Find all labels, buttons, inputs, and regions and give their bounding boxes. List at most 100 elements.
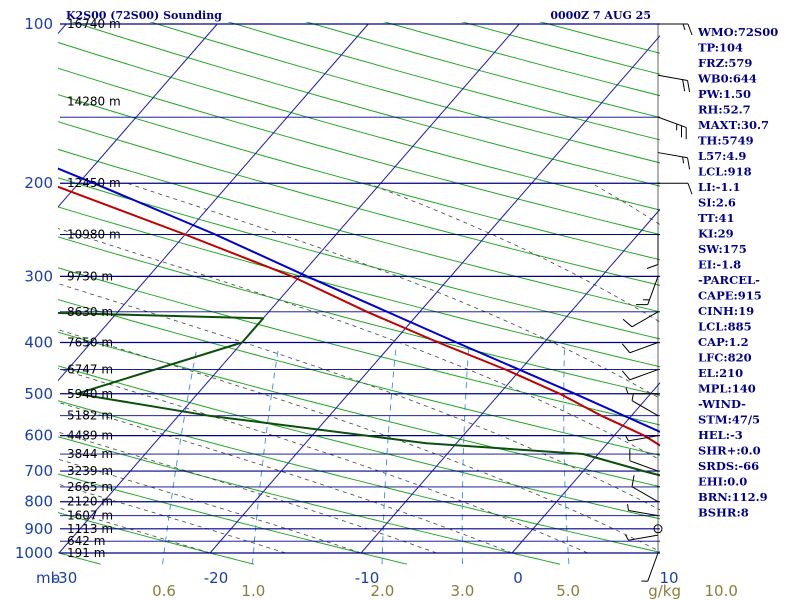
index-entry: -WIND-	[698, 397, 746, 411]
index-entry: LCL:918	[698, 165, 752, 179]
index-entry: PW:1.50	[698, 87, 751, 101]
calm-wind-circle	[653, 524, 663, 534]
background-grid	[58, 22, 660, 565]
sounding-traces	[58, 167, 660, 477]
dry-adiabat-line	[58, 512, 255, 565]
index-entry: CINH:19	[698, 304, 754, 318]
index-entry: BSHR:8	[698, 506, 749, 520]
height-label: 9730 m	[67, 269, 113, 283]
wind-barb-flag	[687, 183, 693, 195]
index-entry: SHR+:0.0	[698, 444, 761, 458]
height-label: 642 m	[67, 534, 105, 548]
index-entry: EL:210	[698, 366, 743, 380]
index-entry: HEL:-3	[698, 428, 743, 442]
wind-barb-half-flag	[625, 435, 629, 442]
index-entry: TP:104	[698, 41, 743, 55]
height-label: 16740 m	[67, 17, 121, 31]
index-entry: -PARCEL-	[698, 273, 760, 287]
index-entry: WB0:644	[697, 72, 757, 86]
pressure-tick-label: 200	[24, 174, 53, 192]
pressure-tick-label: 1000	[15, 544, 53, 562]
isotherm-line	[58, 23, 369, 382]
dry-adiabat-line	[58, 177, 660, 340]
mixing-ratio-label: 5.0	[556, 582, 580, 600]
height-label: 3239 m	[67, 464, 113, 478]
temperature-tick-label: 0	[513, 569, 523, 587]
index-entry: SW:175	[698, 242, 747, 256]
index-entry: BRN:112.9	[698, 490, 768, 504]
pressure-tick-label: 400	[24, 333, 53, 351]
wind-barb-flag	[687, 23, 693, 36]
mixing-ratio-line	[381, 348, 397, 565]
pressure-tick-label: 900	[24, 520, 53, 538]
wind-barb	[621, 342, 659, 354]
wind-barb-staff	[629, 460, 659, 472]
chart-title: K2S00 (72S00) Sounding	[66, 9, 222, 22]
wind-barb	[657, 116, 687, 140]
mixing-ratio-label: 0.6	[152, 582, 176, 600]
wind-barb	[636, 276, 659, 306]
wind-barb-staff	[631, 486, 659, 503]
mixing-ratio-label: 10.0	[704, 582, 737, 600]
wind-barb-flag	[621, 343, 631, 354]
isotherm-line	[511, 382, 660, 554]
wind-barb	[629, 449, 659, 472]
height-label: 4489 m	[67, 429, 113, 443]
temperature-tick-label: -10	[355, 569, 380, 587]
moist-adiabat-line	[58, 283, 660, 511]
isotherm-line	[360, 208, 660, 554]
mixing-ratio-line	[461, 348, 470, 565]
wind-barb-flag	[622, 318, 633, 328]
wind-barb-half-flag	[625, 534, 629, 541]
dewpoint-trace	[58, 311, 660, 477]
isotherm-line	[209, 34, 660, 554]
index-entry: LI:-1.1	[698, 180, 741, 194]
wind-barb-staff	[628, 509, 659, 517]
mixing-ratio-label: 1.0	[241, 582, 265, 600]
height-label: 6747 m	[67, 363, 113, 377]
isotherm-line	[58, 23, 520, 554]
index-entry: WMO:72S00	[697, 25, 778, 39]
mixing-ratio-line	[162, 348, 198, 565]
height-label: 7650 m	[67, 335, 113, 349]
wind-barb-half-flag	[627, 504, 629, 511]
dry-adiabat-line	[58, 148, 660, 313]
moist-adiabat-line	[58, 507, 211, 554]
temperature-tick-label: -20	[204, 569, 229, 587]
temperature-trace	[58, 185, 660, 447]
moist-adiabat-line	[58, 329, 660, 552]
index-entry: EHI:0.0	[698, 475, 747, 489]
wind-barb-flag	[621, 370, 631, 381]
pressure-tick-label: 500	[24, 385, 53, 403]
valid-time: 0000Z 7 AUG 25	[550, 9, 651, 22]
wind-barb	[627, 504, 659, 517]
index-entry: KI:29	[698, 227, 734, 241]
height-label: 191 m	[67, 546, 105, 560]
temperature-tick-label: 10	[659, 569, 678, 587]
index-entry: TT:41	[698, 211, 735, 225]
pressure-tick-label: 100	[24, 15, 53, 33]
wind-barb	[653, 524, 663, 534]
index-entry: TH:5749	[698, 134, 754, 148]
wind-barb	[657, 74, 691, 93]
wind-barb	[631, 475, 659, 503]
height-label: 12450 m	[67, 176, 121, 190]
wind-barb-flag	[631, 475, 635, 487]
moist-adiabat-line	[367, 182, 660, 323]
wind-barb-staff	[631, 311, 659, 328]
mixing-ratio-unit: g/kg	[648, 582, 681, 600]
index-entry: CAPE:915	[698, 289, 762, 303]
wind-barb-half-flag	[682, 156, 685, 164]
dry-adiabat-line	[58, 236, 660, 396]
wind-barb	[658, 23, 693, 36]
wind-barb	[657, 152, 691, 170]
parcel-trace	[58, 167, 660, 433]
isotherm-line	[58, 23, 218, 208]
height-label: 5940 m	[67, 387, 113, 401]
dry-adiabat-line	[58, 298, 660, 456]
wind-barb-staff	[647, 552, 659, 582]
wind-barb	[646, 234, 659, 269]
dry-adiabat-line	[58, 331, 660, 488]
